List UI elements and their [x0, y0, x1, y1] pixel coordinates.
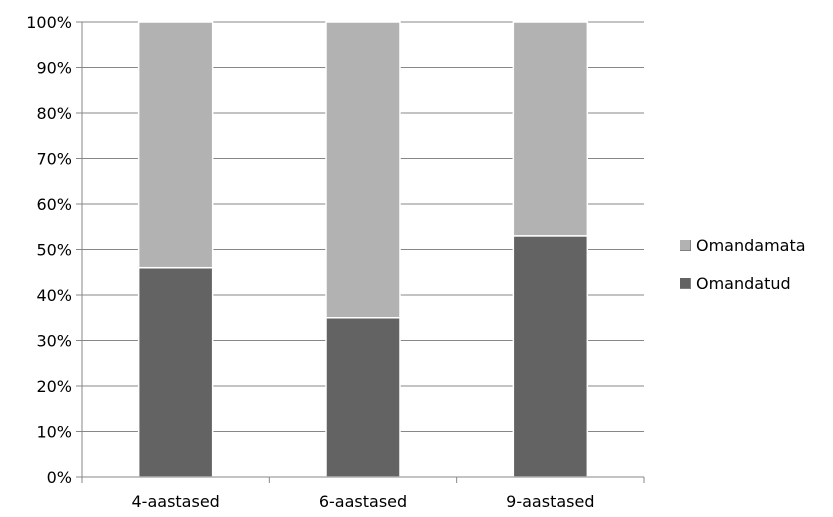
bar-9-aastased-omandatud	[512, 235, 589, 478]
bar-6-aastased-omandatud	[325, 317, 401, 478]
axes	[76, 21, 645, 483]
legend-swatch-omandatud	[680, 277, 691, 289]
y-tick-label-70: 70%	[36, 150, 72, 169]
bar-9-aastased-omandamata	[512, 21, 589, 237]
bar-4-aastased-omandatud	[137, 266, 214, 478]
legend-item-omandatud: Omandatud	[680, 272, 830, 294]
y-tick-label-20: 20%	[36, 377, 72, 396]
y-tick-label-90: 90%	[36, 59, 72, 78]
x-tick-label-6-aastased: 6-aastased	[319, 492, 407, 511]
bar-6-aastased-omandamata	[325, 21, 401, 319]
x-tick-label-4-aastased: 4-aastased	[132, 492, 220, 511]
legend-swatch-omandamata	[680, 239, 691, 251]
bars	[137, 21, 589, 478]
x-axis-tick-labels: 4-aastased 6-aastased 9-aastased	[132, 492, 595, 511]
y-tick-label-40: 40%	[36, 286, 72, 305]
y-tick-label-80: 80%	[36, 104, 72, 123]
y-tick-label-10: 10%	[36, 423, 72, 442]
y-tick-label-100: 100%	[26, 13, 72, 32]
legend: Omandamata Omandatud	[680, 234, 830, 310]
y-axis-tick-labels: 0% 10% 20% 30% 40% 50% 60% 70% 80% 90% 100%	[26, 13, 72, 487]
y-tick-label-0: 0%	[47, 468, 72, 487]
y-tick-label-50: 50%	[36, 241, 72, 260]
bar-4-aastased-omandamata	[137, 21, 214, 269]
y-tick-label-60: 60%	[36, 195, 72, 214]
y-tick-label-30: 30%	[36, 332, 72, 351]
legend-label-omandatud: Omandatud	[696, 273, 791, 293]
legend-item-omandamata: Omandamata	[680, 234, 830, 256]
legend-label-omandamata: Omandamata	[696, 235, 806, 255]
x-tick-label-9-aastased: 9-aastased	[506, 492, 594, 511]
